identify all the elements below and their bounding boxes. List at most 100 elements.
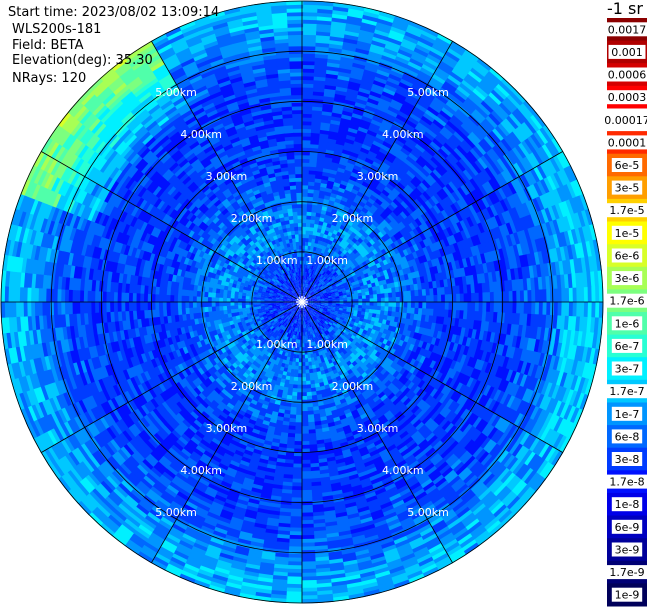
heatmap-cell — [305, 233, 310, 239]
heatmap-cell — [556, 232, 564, 249]
heatmap-cell — [533, 182, 544, 198]
heatmap-cell — [428, 125, 441, 136]
heatmap-cell — [336, 78, 350, 85]
heatmap-cell — [364, 104, 378, 113]
heatmap-cell — [534, 225, 543, 240]
heatmap-cell — [403, 197, 412, 207]
heatmap-cell — [354, 181, 363, 189]
heatmap-cell — [315, 293, 320, 296]
heatmap-cell — [427, 159, 439, 170]
heatmap-cell — [574, 212, 583, 230]
heatmap-cell — [463, 49, 481, 63]
heatmap-cell — [429, 226, 437, 236]
heatmap-cell — [347, 11, 365, 19]
heatmap-cell — [395, 113, 409, 124]
heatmap-cell — [319, 274, 324, 279]
heatmap-cell — [304, 296, 308, 300]
heatmap-cell — [570, 213, 579, 231]
heatmap-cell — [403, 173, 414, 183]
heatmap-cell — [486, 70, 503, 85]
heatmap-cell — [302, 215, 307, 220]
heatmap-cell — [521, 121, 535, 137]
heatmap-cell — [310, 265, 314, 270]
heatmap-cell — [302, 60, 316, 66]
heatmap-cell — [305, 283, 308, 288]
heatmap-cell — [377, 231, 385, 239]
heatmap-cell — [541, 143, 554, 160]
heatmap-cell — [421, 202, 431, 212]
heatmap-cell — [392, 62, 408, 73]
heatmap-cell — [426, 236, 434, 246]
heatmap-cell — [394, 156, 405, 166]
heatmap-cell — [440, 160, 452, 172]
heatmap-cell — [414, 102, 428, 114]
heatmap-cell — [463, 248, 470, 259]
heatmap-cell — [317, 288, 322, 292]
heatmap-cell — [302, 49, 317, 55]
heatmap-cell — [345, 289, 351, 293]
heatmap-cell — [402, 143, 414, 154]
heatmap-cell — [515, 205, 525, 220]
heatmap-cell — [526, 214, 536, 229]
heatmap-cell — [401, 255, 408, 264]
heatmap-cell — [348, 123, 360, 131]
heatmap-cell — [304, 296, 309, 300]
heatmap-cell — [303, 267, 306, 273]
heatmap-cell — [509, 194, 520, 208]
heatmap-cell — [484, 230, 493, 243]
heatmap-cell — [415, 249, 423, 258]
heatmap-cell — [342, 41, 358, 49]
heatmap-cell — [416, 242, 423, 251]
heatmap-cell — [494, 214, 503, 228]
heatmap-cell — [435, 36, 452, 49]
heatmap-cell — [400, 41, 417, 52]
heatmap-cell — [304, 279, 307, 284]
heatmap-cell — [319, 293, 324, 297]
heatmap-cell — [302, 263, 305, 269]
heatmap-cell — [304, 282, 307, 288]
heatmap-cell — [546, 191, 556, 208]
heatmap-cell — [439, 87, 454, 99]
heatmap-cell — [381, 175, 392, 184]
heatmap-cell — [350, 69, 365, 77]
heatmap-cell — [357, 174, 366, 182]
heatmap-cell — [369, 194, 378, 202]
heatmap-cell — [367, 54, 383, 63]
heatmap-cell — [387, 130, 399, 140]
heatmap-cell — [442, 237, 451, 248]
heatmap-cell — [293, 456, 302, 461]
heatmap-cell — [414, 143, 427, 154]
heatmap-cell — [551, 137, 564, 155]
heatmap-cell — [368, 125, 380, 134]
heatmap-cell — [470, 67, 486, 81]
heatmap-cell — [315, 285, 320, 290]
heatmap-cell — [388, 302, 393, 308]
heatmap-cell — [302, 56, 316, 62]
heatmap-cell — [346, 162, 356, 169]
heatmap-cell — [422, 230, 431, 240]
heatmap-cell — [442, 228, 451, 239]
heatmap-cell — [371, 83, 386, 92]
heatmap-cell — [343, 189, 352, 196]
heatmap-cell — [344, 138, 356, 145]
heatmap-cell — [350, 147, 361, 155]
heatmap-cell — [390, 249, 397, 257]
heatmap-cell — [573, 179, 584, 197]
heatmap-cell — [377, 18, 394, 27]
heatmap-cell — [502, 223, 511, 237]
heatmap-cell — [401, 103, 414, 114]
heatmap-cell — [451, 68, 467, 81]
heatmap-cell — [490, 89, 506, 104]
heatmap-cell — [346, 19, 363, 27]
heatmap-cell — [465, 96, 480, 110]
heatmap-cell — [395, 296, 401, 303]
heatmap-cell — [381, 54, 397, 64]
heatmap-cell — [375, 217, 383, 226]
heatmap-cell — [344, 99, 357, 106]
heatmap-cell — [388, 33, 405, 43]
heatmap-cell — [431, 99, 445, 111]
heatmap-cell — [411, 201, 420, 211]
heatmap-cell — [302, 260, 305, 265]
heatmap-cell — [483, 135, 496, 149]
heatmap-cell — [399, 228, 407, 237]
